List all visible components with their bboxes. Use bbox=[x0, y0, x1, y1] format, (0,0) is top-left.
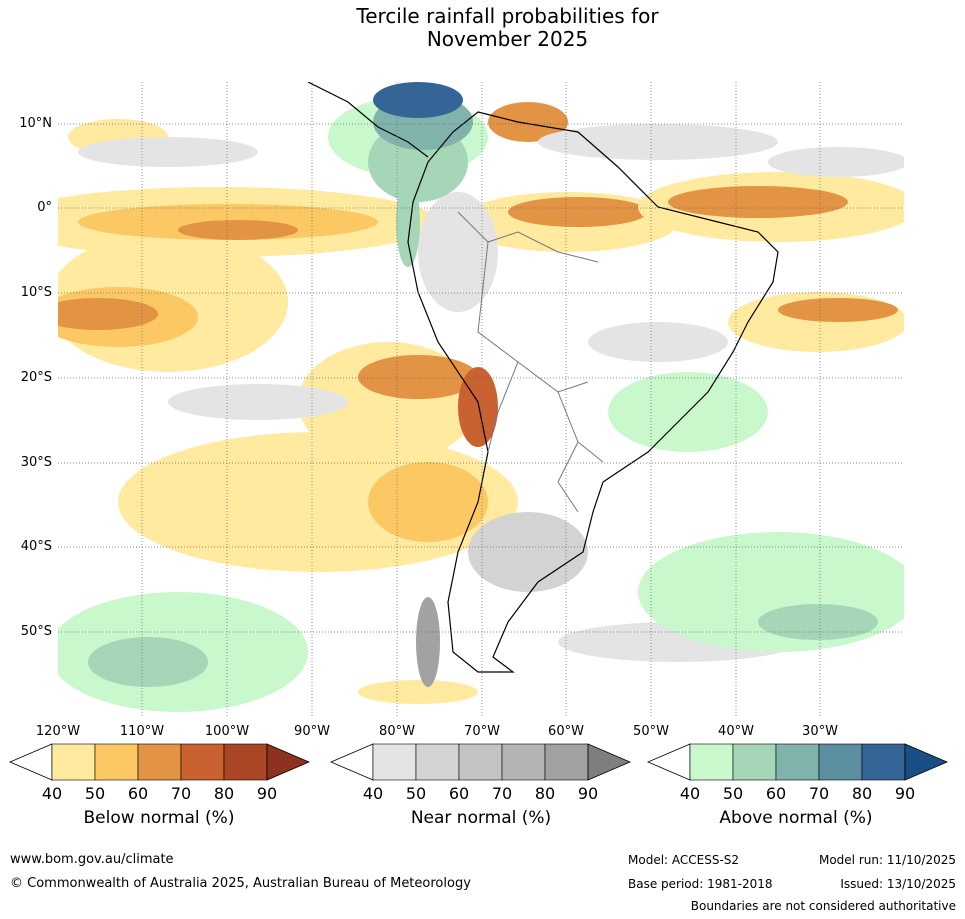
lon-label-30w: 30°W bbox=[802, 724, 838, 739]
colorbar-swatch bbox=[861, 743, 906, 781]
footer-model: Model: ACCESS-S2 bbox=[628, 853, 740, 867]
lon-label-90w: 90°W bbox=[294, 724, 330, 739]
colorbar-swatch bbox=[501, 743, 546, 781]
lat-label-40s: 40°S bbox=[20, 539, 52, 554]
colorbar-swatch bbox=[137, 743, 182, 781]
colorbar-swatch bbox=[544, 743, 589, 781]
colorbar-swatch bbox=[775, 743, 820, 781]
map-gridlines bbox=[58, 82, 904, 716]
lon-label-70w: 70°W bbox=[464, 724, 500, 739]
above-normal-region bbox=[58, 82, 904, 712]
footer-issued: Issued: 13/10/2025 bbox=[840, 877, 956, 891]
colorbar-tick-label: 90 bbox=[578, 784, 598, 803]
colorbar-swatch bbox=[458, 743, 503, 781]
footer-model-run: Model run: 11/10/2025 bbox=[818, 853, 956, 867]
near-normal-region bbox=[78, 124, 904, 687]
below-normal-colorbar: 40 50 60 70 80 90 bbox=[8, 743, 311, 803]
colorbar-swatch bbox=[180, 743, 225, 781]
lat-label-10n: 10°N bbox=[19, 116, 52, 131]
colorbar-under-cap bbox=[8, 743, 53, 781]
colorbar-tick-label: 90 bbox=[257, 784, 277, 803]
lat-label-30s: 30°S bbox=[20, 455, 52, 470]
below-normal-region bbox=[58, 102, 904, 704]
near-normal-colorbar: 40 50 60 70 80 90 bbox=[329, 743, 632, 803]
colorbar-tick-label: 70 bbox=[809, 784, 829, 803]
colorbar-under-cap bbox=[646, 743, 691, 781]
lon-label-100w: 100°W bbox=[204, 724, 250, 739]
lat-label-0: 0° bbox=[37, 200, 52, 215]
colorbar-swatch bbox=[94, 743, 139, 781]
colorbar-tick-label: 60 bbox=[449, 784, 469, 803]
central-america-coastline bbox=[307, 82, 429, 158]
below-normal-title: Below normal (%) bbox=[83, 808, 235, 828]
colorbar-swatch bbox=[415, 743, 460, 781]
colorbar-swatch bbox=[818, 743, 863, 781]
colorbar-tick-label: 70 bbox=[171, 784, 191, 803]
colorbar-tick-label: 50 bbox=[406, 784, 426, 803]
colorbar-tick-label: 70 bbox=[492, 784, 512, 803]
footer-website[interactable]: www.bom.gov.au/climate bbox=[10, 852, 174, 867]
colorbar-under-cap bbox=[329, 743, 374, 781]
lat-label-10s: 10°S bbox=[20, 285, 52, 300]
colorbar-tick-label: 50 bbox=[85, 784, 105, 803]
lat-label-20s: 20°S bbox=[20, 370, 52, 385]
colorbar-tick-label: 40 bbox=[363, 784, 383, 803]
colorbar-over-cap bbox=[266, 743, 311, 781]
colorbar-over-cap bbox=[587, 743, 632, 781]
colorbar-swatch bbox=[732, 743, 777, 781]
country-borders bbox=[457, 211, 604, 513]
colorbar-swatch bbox=[223, 743, 268, 781]
near-normal-title: Near normal (%) bbox=[410, 808, 552, 828]
rainfall-probability-map bbox=[58, 82, 904, 716]
lon-label-120w: 120°W bbox=[35, 724, 81, 739]
colorbar-tick-label: 60 bbox=[128, 784, 148, 803]
lon-label-80w: 80°W bbox=[379, 724, 415, 739]
colorbar-swatch bbox=[51, 743, 96, 781]
colorbar-tick-label: 90 bbox=[895, 784, 915, 803]
lon-label-40w: 40°W bbox=[718, 724, 754, 739]
lat-label-50s: 50°S bbox=[20, 624, 52, 639]
map-title-line2: November 2025 bbox=[426, 27, 589, 51]
footer-copyright: © Commonwealth of Australia 2025, Austra… bbox=[10, 876, 471, 891]
colorbar-tick-label: 40 bbox=[680, 784, 700, 803]
colorbar-tick-label: 80 bbox=[852, 784, 872, 803]
footer-base-period: Base period: 1981-2018 bbox=[628, 877, 773, 891]
footer-disclaimer: Boundaries are not considered authoritat… bbox=[690, 899, 956, 913]
lon-label-50w: 50°W bbox=[633, 724, 669, 739]
colorbar-swatch bbox=[372, 743, 417, 781]
colorbar-tick-label: 80 bbox=[214, 784, 234, 803]
colorbar-over-cap bbox=[904, 743, 949, 781]
colorbar-tick-label: 40 bbox=[42, 784, 62, 803]
above-normal-colorbar: 40 50 60 70 80 90 bbox=[646, 743, 949, 803]
lon-label-110w: 110°W bbox=[119, 724, 165, 739]
map-title-line1: Tercile rainfall probabilities for bbox=[356, 4, 659, 28]
colorbar-tick-label: 60 bbox=[766, 784, 786, 803]
colorbar-swatch bbox=[689, 743, 734, 781]
above-normal-title: Above normal (%) bbox=[719, 808, 873, 828]
colorbar-tick-label: 50 bbox=[723, 784, 743, 803]
colorbar-tick-label: 80 bbox=[535, 784, 555, 803]
lon-label-60w: 60°W bbox=[548, 724, 584, 739]
south-america-coastline bbox=[407, 111, 779, 673]
